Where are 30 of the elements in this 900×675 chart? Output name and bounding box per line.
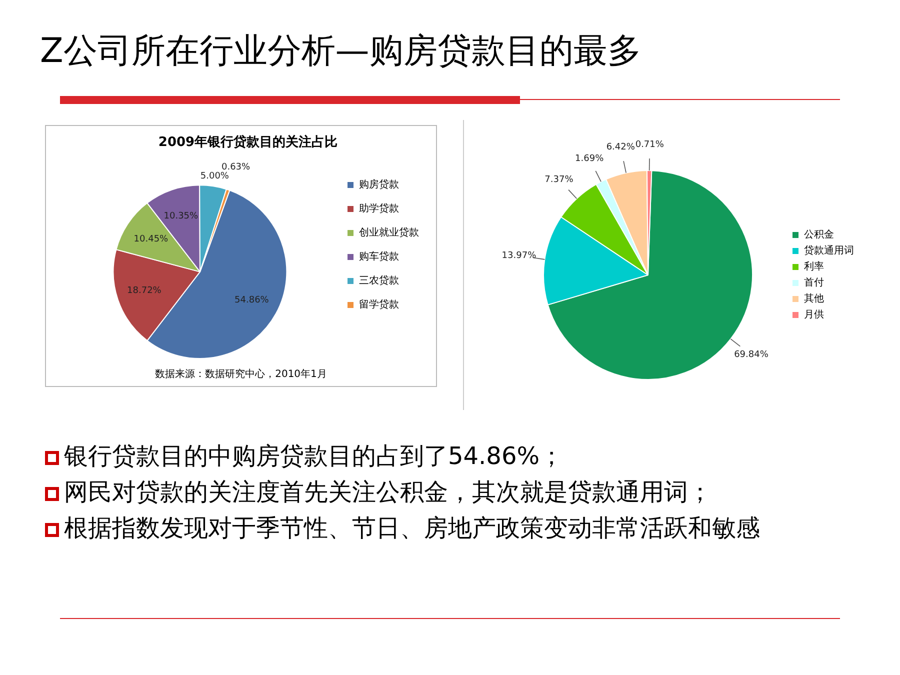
legend-label: 利率 [804,260,824,273]
data-label: 5.00% [200,172,230,182]
data-label: 7.37% [544,174,574,185]
legend-label: 购房贷款 [359,178,399,191]
legend-label: 三农贷款 [359,274,399,287]
legend-label: 其他 [804,292,824,305]
legend-label: 留学贷款 [359,298,399,311]
data-label: 54.86% [234,295,270,306]
legend-label: 首付 [804,276,824,289]
legend-label: 创业就业贷款 [359,226,419,239]
data-label: 1.69% [575,154,604,164]
source-note: 数据来源：数据研究中心，2010年1月 [155,368,327,380]
data-label: 0.71% [635,140,664,150]
data-label: 0.63% [222,162,251,172]
data-label: 18.72% [127,286,162,296]
data-label: 10.35% [164,211,199,222]
data-label: 10.45% [134,234,169,244]
text: 银行贷款目的中购房贷款目的占到了54.86%； [64,442,564,470]
data-label: 13.97% [502,250,537,261]
legend-label: 贷款通用词 [804,244,854,257]
legend-label: 公积金 [804,228,834,241]
chart-title: 2009年银行贷款目的关注占比 [158,134,338,150]
legend-label: 助学贷款 [359,202,399,215]
data-label: 6.42% [606,142,636,153]
data-label: 69.84% [734,350,769,360]
legend-label: 购车贷款 [359,250,399,263]
text: Z公司所在行业分析—购房贷款目的最多 [40,30,642,73]
text: 网民对贷款的关注度首先关注公积金，其次就是贷款通用词； [64,478,712,506]
text: 根据指数发现对于季节性、节日、房地产政策变动非常活跃和敏感 [64,514,760,542]
legend-label: 月供 [804,310,824,321]
